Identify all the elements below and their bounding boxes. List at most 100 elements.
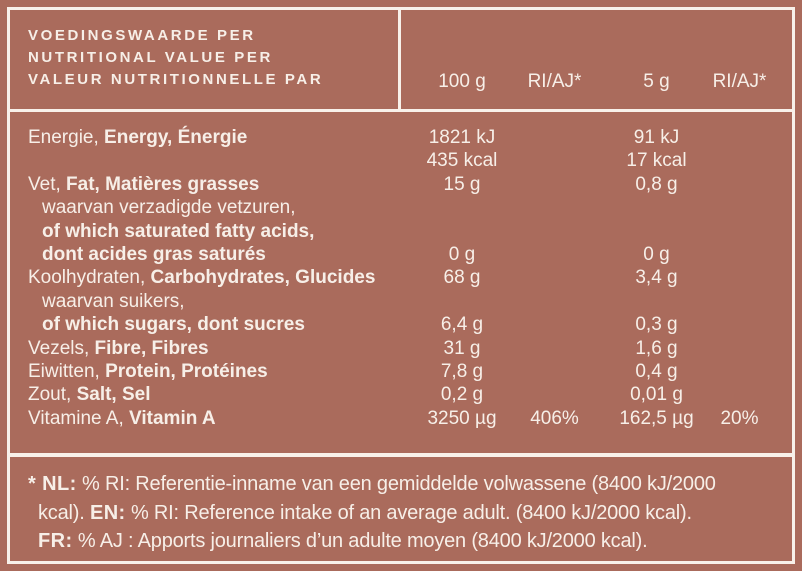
value-ri-100g: [505, 126, 604, 149]
value-5g: 0,4 g: [635, 360, 678, 382]
value-100g: 3250 µg: [427, 407, 497, 429]
value-ri-100g: [505, 337, 604, 360]
value-100g: 435 kcal: [426, 150, 498, 172]
label-normal: Vezels,: [28, 337, 95, 359]
value-100g: 1821 kJ: [428, 127, 496, 148]
label-header: VOEDINGSWAARDE PER NUTRITIONAL VALUE PER…: [10, 10, 792, 109]
value-100g: 68 g: [443, 267, 481, 289]
label-normal: Eiwitten,: [28, 360, 106, 382]
column-header-100g: 100 g: [438, 71, 486, 92]
value-ri-5g: [697, 383, 792, 406]
value-5g: 0 g: [643, 243, 670, 265]
value-ri-100g: [505, 196, 604, 219]
header-title-block: VOEDINGSWAARDE PER NUTRITIONAL VALUE PER…: [10, 10, 398, 109]
value-5g: 162,5 µg: [619, 407, 694, 429]
value-5g: 0,3 g: [635, 314, 678, 336]
value-100g: 6,4 g: [440, 314, 484, 336]
footnote-text: kcal).: [38, 501, 90, 524]
row-label: Vet, Fat, Matières grasses: [10, 173, 401, 196]
table-row-saturated-nl: waarvan verzadigde vetzuren,: [10, 196, 792, 219]
table-row-carbohydrates: Koolhydraten, Carbohydrates, Glucides 68…: [10, 266, 792, 289]
value-5g: 0,01 g: [630, 384, 683, 406]
value-100g: 15 g: [443, 173, 481, 195]
value-ri-5g: [697, 266, 792, 289]
row-label: of which saturated fatty acids,: [10, 220, 401, 243]
row-label: Zout, Salt, Sel: [10, 383, 401, 406]
value-100g: 0,2 g: [440, 384, 484, 406]
footnote-line-fr: FR: % AJ : Apports journaliers d’un adul…: [38, 527, 774, 556]
value-100g: [401, 290, 505, 313]
label-bold: Vitamin A: [129, 407, 216, 429]
value-100g: 0 g: [448, 243, 476, 265]
value-100g: 31 g: [443, 337, 481, 359]
value-ri-100g: [505, 360, 604, 383]
header-vertical-divider: [398, 10, 401, 109]
footnote-bold: * NL:: [28, 473, 77, 495]
title-line-nl: VOEDINGSWAARDE PER: [28, 27, 256, 44]
value-ri-5g: [697, 360, 792, 383]
table-row-salt: Zout, Salt, Sel 0,2 g 0,01 g: [10, 383, 792, 406]
label-normal: Zout,: [28, 384, 77, 406]
value-5g: 17 kcal: [626, 150, 687, 172]
label-bold: Carbohydrates, Glucides: [150, 267, 376, 289]
value-ri-5g: [697, 290, 792, 313]
value-100g: [401, 196, 505, 219]
value-ri-100g: [505, 149, 604, 172]
label-bold: Fibre, Fibres: [94, 337, 209, 359]
row-label: Koolhydraten, Carbohydrates, Glucides: [10, 266, 401, 289]
table-row-saturated-en: of which saturated fatty acids,: [10, 220, 792, 243]
table-row-fat: Vet, Fat, Matières grasses 15 g 0,8 g: [10, 173, 792, 196]
nutrition-table-body: Energie, Energy, Énergie 1821 kJ 91 kJ 4…: [10, 112, 792, 453]
row-label: [10, 149, 401, 172]
value-5g: 1,6 g: [635, 337, 678, 359]
value-ri-5g: [697, 149, 792, 172]
footnote: * NL: % RI: Referentie-inname van een ge…: [10, 457, 792, 561]
column-header-ri-aj-1: RI/AJ*: [527, 71, 582, 92]
row-label: Vitamine A, Vitamin A: [10, 407, 401, 430]
label-bold: Protein, Protéines: [105, 360, 268, 382]
table-row-saturated-fr: dont acides gras saturés 0 g 0 g: [10, 243, 792, 266]
label-normal: waarvan suikers,: [42, 290, 185, 312]
footnote-line-en: kcal). EN: % RI: Reference intake of an …: [38, 499, 774, 528]
value-5g: [604, 290, 697, 313]
label-normal: Vet,: [28, 173, 67, 195]
title-line-en: NUTRITIONAL VALUE PER: [28, 48, 273, 66]
value-5g: [604, 196, 697, 219]
value-ri-5g: [697, 313, 792, 336]
footnote-text: % AJ : Apports journaliers d’un adulte m…: [72, 530, 648, 552]
footnote-bold: EN:: [89, 501, 126, 524]
row-label: dont acides gras saturés: [10, 243, 401, 266]
column-header-5g: 5 g: [643, 71, 670, 92]
table-row-protein: Eiwitten, Protein, Protéines 7,8 g 0,4 g: [10, 360, 792, 383]
label-bold: dont acides gras saturés: [42, 243, 266, 265]
value-ri-100g: [505, 243, 604, 266]
value-ri-100g: [505, 383, 604, 406]
label-bold: Salt, Sel: [76, 384, 151, 406]
row-label: of which sugars, dont sucres: [10, 313, 401, 336]
row-label: Vezels, Fibre, Fibres: [10, 337, 401, 360]
table-row-fibre: Vezels, Fibre, Fibres 31 g 1,6 g: [10, 337, 792, 360]
label-normal: Energie,: [28, 127, 105, 148]
value-ri-5g: [697, 196, 792, 219]
value-ri-100g: [505, 290, 604, 313]
footnote-text: % RI: Reference intake of an average adu…: [125, 501, 692, 524]
footnote-text: % RI: Referentie-inname van een gemiddel…: [76, 473, 716, 495]
header-body-divider: [10, 109, 792, 112]
table-row-vitamin-a: Vitamine A, Vitamin A 3250 µg 406% 162,5…: [10, 407, 792, 430]
label-normal: Vitamine A,: [28, 407, 130, 429]
value-100g: 7,8 g: [440, 360, 484, 382]
value-ri-5g: [697, 243, 792, 266]
row-label: Eiwitten, Protein, Protéines: [10, 360, 401, 383]
value-ri-5g: [697, 337, 792, 360]
value-5g: 91 kJ: [633, 127, 680, 148]
value-100g: [401, 220, 505, 243]
label-normal: waarvan verzadigde vetzuren,: [42, 197, 296, 219]
label-normal: Koolhydraten,: [28, 267, 151, 289]
value-5g: 0,8 g: [635, 173, 678, 195]
table-row-energy-kcal: 435 kcal 17 kcal: [10, 149, 792, 172]
column-header-ri-aj-2: RI/AJ*: [712, 71, 767, 92]
title-line-fr: VALEUR NUTRITIONNELLE PAR: [28, 70, 324, 88]
column-headers: 100 g RI/AJ* 5 g RI/AJ*: [401, 10, 792, 109]
label-frame: VOEDINGSWAARDE PER NUTRITIONAL VALUE PER…: [7, 7, 795, 564]
table-row-energy: Energie, Energy, Énergie 1821 kJ 91 kJ: [10, 126, 792, 149]
